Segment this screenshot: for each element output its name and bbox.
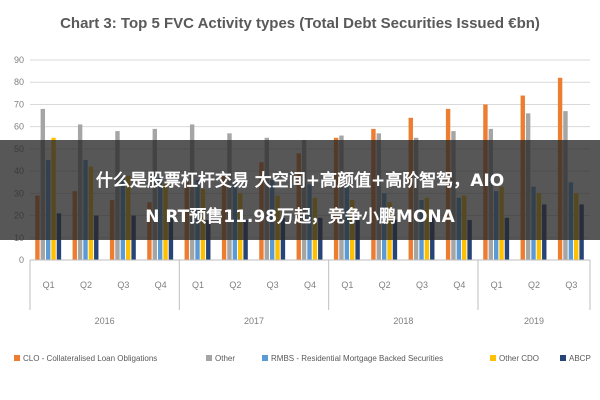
chart-title: Chart 3: Top 5 FVC Activity types (Total… (60, 15, 540, 32)
x-tick-label: Q1 (491, 280, 503, 290)
legend-swatch (560, 355, 566, 361)
x-axis: Q1 Q2 Q3 Q4 Q1 Q2 Q3 Q4 Q1 Q2 Q3 Q4 Q1 Q2 Q3 2016 2017 20… (29, 259, 591, 326)
y-tick-label: 70 (14, 99, 24, 109)
group-label: 2017 (244, 316, 264, 326)
legend-label: ABCP (569, 354, 591, 363)
legend-swatch (262, 355, 268, 361)
x-tick-label: Q2 (229, 280, 241, 290)
x-tick-label: Q4 (155, 280, 167, 290)
legend: CLO - Collateralised Loan Obligations Oth… (14, 354, 591, 363)
legend-label: CLO - Collateralised Loan Obligations (23, 354, 157, 363)
x-tick-label: Q1 (43, 280, 55, 290)
group-label: 2016 (95, 316, 115, 326)
y-tick-label: 80 (14, 77, 24, 87)
group-label: 2018 (393, 316, 413, 326)
legend-swatch (206, 355, 212, 361)
x-tick-label: Q2 (80, 280, 92, 290)
x-tick-label: Q1 (192, 280, 204, 290)
y-tick-label: 0 (19, 255, 24, 265)
y-tick-label: 60 (14, 122, 24, 132)
legend-label: Other CDO (499, 354, 539, 363)
legend-swatch (490, 355, 496, 361)
y-tick-label: 90 (14, 55, 24, 65)
legend-swatch (14, 355, 20, 361)
x-tick-label: Q3 (267, 280, 279, 290)
group-label: 2019 (524, 316, 544, 326)
overlay-line-1: 什么是股票杠杆交易 大空间+高颜值+高阶智驾，AIO (96, 170, 504, 191)
x-tick-label: Q3 (416, 280, 428, 290)
x-tick-label: Q2 (379, 280, 391, 290)
legend-label: RMBS - Residential Mortgage Backed Secur… (271, 354, 443, 363)
x-tick-label: Q3 (117, 280, 129, 290)
legend-label: Other (215, 354, 235, 363)
x-tick-label: Q1 (341, 280, 353, 290)
overlay-banner: 什么是股票杠杆交易 大空间+高颜值+高阶智驾，AIO N RT预售11.98万起… (0, 140, 600, 240)
x-tick-label: Q4 (453, 280, 465, 290)
overlay-line-2: N RT预售11.98万起，竞争小鹏MONA (145, 206, 455, 227)
x-tick-label: Q4 (304, 280, 316, 290)
overlay-banner-background (0, 140, 600, 240)
x-tick-label: Q2 (528, 280, 540, 290)
x-tick-label: Q3 (565, 280, 577, 290)
